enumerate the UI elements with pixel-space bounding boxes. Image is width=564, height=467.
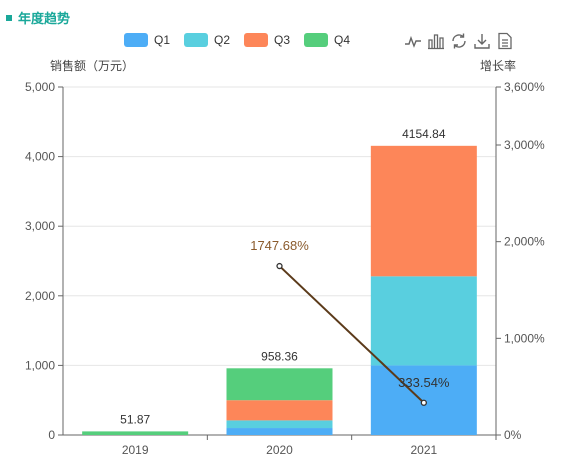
legend-item-q1[interactable]: Q1 (124, 33, 170, 47)
restore-icon[interactable] (450, 32, 468, 50)
bar-chart-icon[interactable] (427, 32, 445, 50)
x-tick-label: 2020 (266, 443, 293, 457)
data-view-icon[interactable] (496, 32, 514, 50)
y-tick-label-left: 2,000 (25, 289, 55, 303)
legend-swatch-q4 (304, 33, 329, 47)
bar-q3-2020 (226, 400, 333, 421)
chart-header: 年度趋势 (6, 8, 70, 27)
growth-rate-point (420, 399, 427, 406)
legend-item-q3[interactable]: Q3 (244, 33, 290, 47)
growth-rate-label-2020: 1747.68% (250, 238, 309, 253)
toolbox (404, 32, 519, 50)
growth-rate-point (276, 262, 283, 270)
bar-q4-2020 (226, 368, 333, 401)
x-tick-label: 2019 (122, 443, 149, 457)
legend-swatch-q2 (184, 33, 209, 47)
chart-title: 年度趋势 (18, 11, 71, 26)
line-chart-icon[interactable] (404, 32, 422, 50)
legend-label-q3: Q3 (274, 33, 291, 47)
download-icon[interactable] (473, 32, 491, 50)
title-marker (6, 14, 12, 21)
legend-item-q2[interactable]: Q2 (184, 33, 230, 47)
y-tick-label-left: 1,000 (25, 358, 55, 372)
legend-label-q4: Q4 (334, 33, 351, 47)
bar-q3-2021 (370, 145, 477, 277)
bar-q4-2019 (82, 431, 189, 435)
total-label-2020: 958.36 (261, 349, 298, 363)
growth-rate-label-2021: 333.54% (398, 375, 450, 390)
y-tick-label-left: 5,000 (25, 80, 55, 94)
total-label-2021: 4154.84 (402, 127, 446, 141)
x-tick-label: 2021 (410, 443, 437, 457)
bar-q2-2020 (226, 420, 333, 429)
y-tick-label-left: 4,000 (25, 150, 55, 164)
y-tick-label-left: 0 (48, 428, 55, 442)
legend-swatch-q1 (124, 33, 148, 47)
legend-label-q1: Q1 (154, 33, 171, 47)
y-tick-label-left: 3,000 (25, 219, 55, 233)
y-axis-right-label: 增长率 (480, 58, 516, 73)
plot-area: 0 1,000 2,000 3,000 4,000 5,000 0% 1,000% 2,000%… (25, 80, 545, 457)
y-tick-label-right: 0% (504, 428, 522, 442)
y-tick-label-right: 2,000% (504, 235, 545, 249)
y-tick-label-right: 1,000% (504, 331, 545, 345)
growth-rate-line (278, 265, 425, 404)
legend-label-q2: Q2 (214, 33, 231, 47)
legend-swatch-q3 (244, 33, 269, 47)
y-tick-label-right: 3,000% (504, 138, 545, 152)
y-axis-left-label: 销售额（万元） (50, 58, 134, 73)
bar-q1-2020 (226, 428, 333, 435)
legend: Q1 Q2 Q3 Q4 (124, 33, 364, 47)
legend-item-q4[interactable]: Q4 (304, 33, 350, 47)
total-label-2019: 51.87 (120, 412, 150, 426)
y-tick-label-right: 3,600% (504, 80, 545, 94)
bar-q2-2021 (370, 276, 477, 366)
